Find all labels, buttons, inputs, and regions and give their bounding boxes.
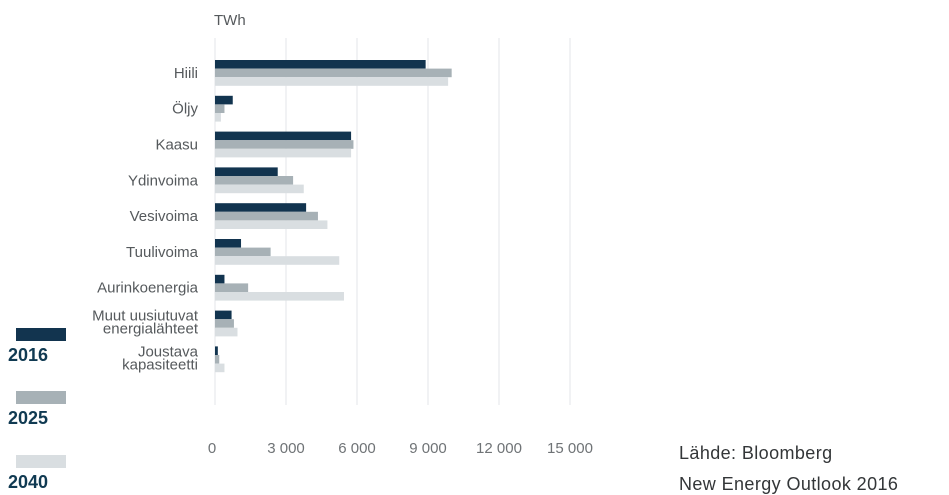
x-tick-label: 15 000 (547, 440, 593, 457)
category-label: Öljy (172, 100, 198, 118)
category-label: kapasiteetti (122, 356, 198, 373)
x-tick-labels: 0 3 000 6 000 9 000 12 000 15 000 (208, 440, 593, 457)
bar-2016 (215, 167, 278, 176)
category-label: Hiili (174, 65, 198, 82)
category-label: Ydinvoima (128, 172, 199, 189)
legend-swatch-2040 (16, 455, 66, 468)
source-line-2: New Energy Outlook 2016 (679, 474, 899, 494)
bar-2025 (215, 140, 354, 149)
bar-2016 (215, 274, 225, 284)
bar-2016 (215, 310, 232, 320)
bar-2025 (215, 319, 234, 328)
category-label: Kaasu (155, 137, 198, 154)
bar-2040 (215, 220, 328, 229)
x-tick-label: 0 (208, 440, 216, 457)
bar-2040 (215, 292, 344, 301)
bar-2040 (215, 148, 352, 158)
bar-2040 (215, 184, 304, 194)
bar-2016 (215, 346, 218, 355)
bar-2040 (215, 327, 238, 337)
legend-label-2040: 2040 (8, 472, 49, 492)
bar-2025 (215, 283, 249, 292)
legend-label-2025: 2025 (8, 408, 49, 428)
category-label: Tuulivoima (126, 244, 199, 261)
bar-2025 (215, 247, 271, 257)
bar-2016 (215, 239, 242, 248)
gridlines (214, 38, 571, 405)
bar-2016 (215, 60, 426, 69)
bar-2025 (215, 104, 225, 113)
bar-2040 (215, 363, 225, 373)
category-label: Aurinkoenergia (97, 280, 199, 297)
legend-swatch-2025 (16, 391, 66, 404)
category-label: energialähteet (103, 321, 199, 338)
bar-2016 (215, 203, 307, 212)
bar-2040 (215, 77, 449, 86)
bar-2016 (215, 131, 352, 141)
x-tick-label: 6 000 (338, 440, 376, 457)
x-tick-label: 12 000 (476, 440, 522, 457)
bar-2025 (215, 355, 220, 364)
bar-2025 (215, 211, 318, 221)
bar-2016 (215, 95, 233, 105)
source-line-1: Lähde: Bloomberg (679, 443, 833, 463)
legend-item-2025: 2025 (8, 391, 68, 429)
x-tick-label: 9 000 (409, 440, 447, 457)
bar-2025 (215, 68, 452, 78)
unit-label: TWh (214, 12, 246, 29)
legend-label-2016: 2016 (8, 345, 49, 365)
legend-item-2016: 2016 (8, 328, 68, 366)
category-label: Muut uusiutuvat (92, 308, 199, 325)
legend-item-2040: 2040 (8, 455, 68, 493)
bars (215, 60, 452, 373)
category-label: Joustava (138, 343, 199, 360)
category-label: Vesivoima (130, 208, 199, 225)
bar-2040 (215, 113, 221, 122)
category-labels: Hiili Öljy Kaasu Ydinvoima Vesivoima Tuulivoi… (92, 65, 199, 373)
bar-2040 (215, 256, 340, 265)
legend-swatch-2016 (16, 328, 66, 341)
x-tick-label: 3 000 (267, 440, 305, 457)
bar-2025 (215, 176, 294, 185)
